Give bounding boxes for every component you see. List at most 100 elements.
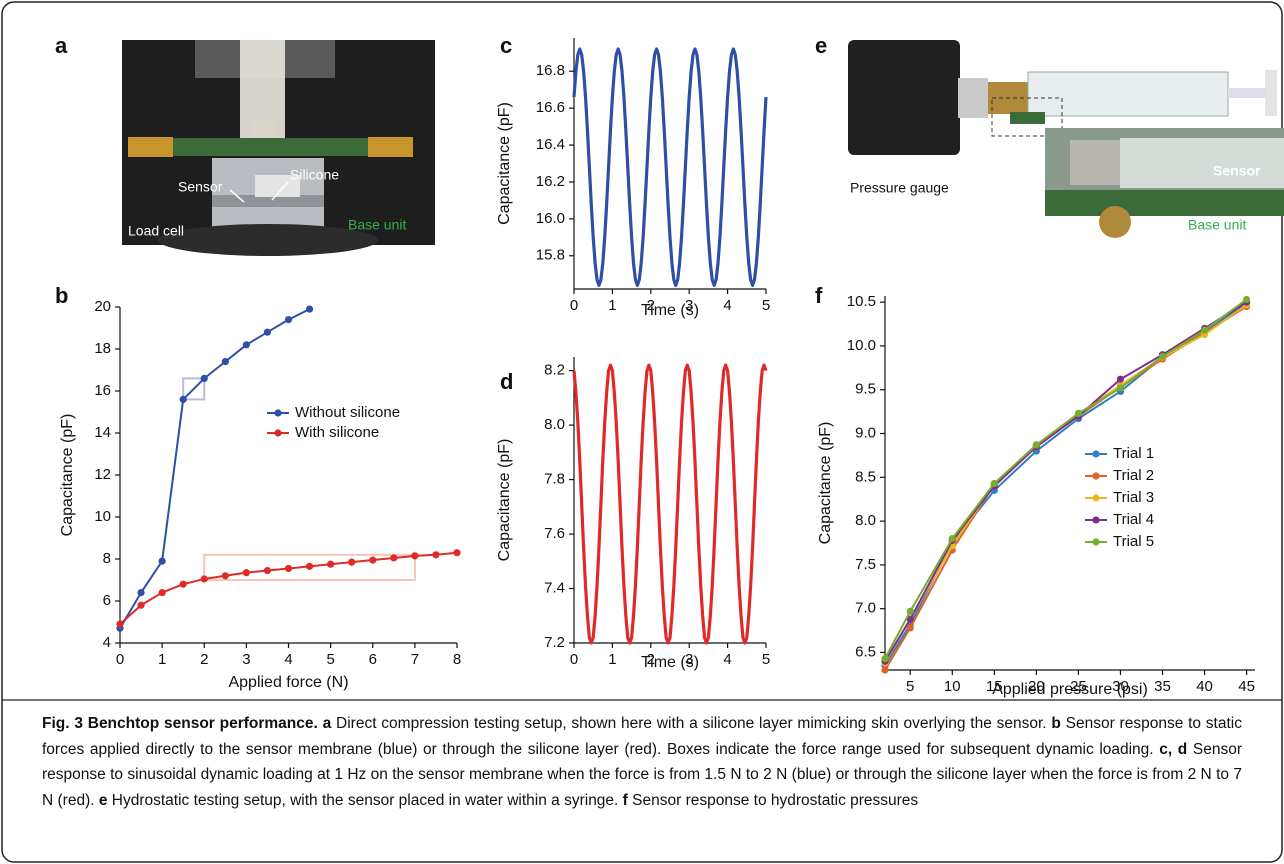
y-tick-label: 16.8 (536, 62, 565, 79)
y-axis-label: Capacitance (pF) (496, 439, 513, 562)
x-tick-label: 5 (762, 297, 770, 314)
y-tick-label: 7.8 (544, 471, 565, 488)
x-tick-label: 0 (570, 651, 578, 668)
data-point (949, 535, 956, 542)
y-axis-label: Capacitance (pF) (496, 102, 513, 225)
x-tick-label: 7 (411, 651, 419, 668)
legend-label: Trial 5 (1113, 533, 1154, 550)
x-tick-label: 5 (906, 678, 914, 695)
data-point (390, 554, 397, 561)
x-tick-label: 4 (723, 297, 731, 314)
photo-label: Sensor (1213, 163, 1261, 179)
x-tick-label: 8 (453, 651, 461, 668)
y-tick-label: 16 (94, 382, 111, 399)
y-tick-label: 6.5 (855, 643, 876, 660)
caption-text: Hydrostatic testing setup, with the sens… (107, 792, 622, 809)
y-tick-label: 7.2 (544, 634, 565, 651)
x-tick-label: 5 (762, 651, 770, 668)
data-point (243, 569, 250, 576)
x-tick-label: 4 (284, 651, 292, 668)
data-point (306, 306, 313, 313)
series-line (885, 300, 1247, 659)
data-point (411, 552, 418, 559)
x-tick-label: 5 (326, 651, 334, 668)
caption-text: b (1051, 715, 1060, 732)
data-point (1033, 441, 1040, 448)
x-tick-label: 10 (944, 678, 961, 695)
y-tick-label: 8 (103, 550, 111, 567)
data-point (180, 581, 187, 588)
caption-text: Sensor response to hydrostatic pressures (628, 792, 918, 809)
y-tick-label: 10 (94, 508, 111, 525)
photo-label: Base unit (1188, 217, 1246, 233)
series-line (120, 553, 457, 624)
data-point (159, 589, 166, 596)
data-point (327, 561, 334, 568)
x-axis-label: Applied force (N) (228, 674, 348, 691)
data-point (1243, 296, 1250, 303)
data-point (137, 589, 144, 596)
data-point (285, 565, 292, 572)
data-point (369, 556, 376, 563)
legend-marker (1092, 450, 1099, 457)
data-point (137, 602, 144, 609)
legend-marker (1092, 538, 1099, 545)
y-tick-label: 7.6 (544, 525, 565, 542)
y-tick-label: 16.0 (536, 210, 565, 227)
y-tick-label: 16.4 (536, 136, 565, 153)
data-point (222, 358, 229, 365)
data-point (264, 567, 271, 574)
data-point (264, 329, 271, 336)
series-line (574, 365, 766, 643)
caption-text: a (323, 715, 332, 732)
caption-text: c, d (1159, 741, 1187, 758)
data-point (1117, 384, 1124, 391)
x-tick-label: 45 (1238, 678, 1255, 695)
page: Sensor Silicone Load cell Base unit Pres… (0, 0, 1284, 864)
y-tick-label: 8.5 (855, 468, 876, 485)
data-point (222, 572, 229, 579)
data-point (348, 559, 355, 566)
y-axis-label: Capacitance (pF) (817, 422, 834, 545)
data-point (285, 316, 292, 323)
photo-label: Load cell (128, 223, 184, 239)
y-tick-label: 7.0 (855, 600, 876, 617)
photo-label: Pressure gauge (850, 180, 949, 196)
x-tick-label: 35 (1154, 678, 1171, 695)
series-line (885, 302, 1247, 661)
y-tick-label: 6 (103, 592, 111, 609)
x-tick-label: 3 (242, 651, 250, 668)
y-tick-label: 8.2 (544, 362, 565, 379)
data-point (243, 341, 250, 348)
legend-label: Trial 1 (1113, 445, 1154, 462)
legend-marker (1092, 494, 1099, 501)
y-tick-label: 10.0 (847, 337, 876, 354)
data-point (453, 549, 460, 556)
legend-label: Trial 4 (1113, 511, 1154, 528)
y-tick-label: 16.2 (536, 173, 565, 190)
y-tick-label: 16.6 (536, 99, 565, 116)
series-line (885, 307, 1247, 670)
x-axis-label: Applied pressure (psi) (992, 681, 1148, 698)
series-line (885, 304, 1247, 666)
y-tick-label: 9.5 (855, 381, 876, 398)
data-point (306, 563, 313, 570)
photo-label: Base unit (348, 217, 406, 233)
legend-marker (274, 429, 281, 436)
y-tick-label: 10.5 (847, 293, 876, 310)
y-tick-label: 18 (94, 340, 111, 357)
y-tick-label: 12 (94, 466, 111, 483)
x-tick-label: 0 (570, 297, 578, 314)
series-line (574, 49, 766, 285)
x-tick-label: 2 (200, 651, 208, 668)
data-point (881, 666, 888, 673)
data-point (1117, 376, 1124, 383)
x-tick-label: 1 (608, 297, 616, 314)
data-point (201, 375, 208, 382)
data-point (116, 621, 123, 628)
x-tick-label: 40 (1196, 678, 1213, 695)
data-point (1201, 327, 1208, 334)
legend-marker (274, 409, 281, 416)
panel-label: b (55, 283, 68, 308)
legend-label: With silicone (295, 424, 379, 441)
